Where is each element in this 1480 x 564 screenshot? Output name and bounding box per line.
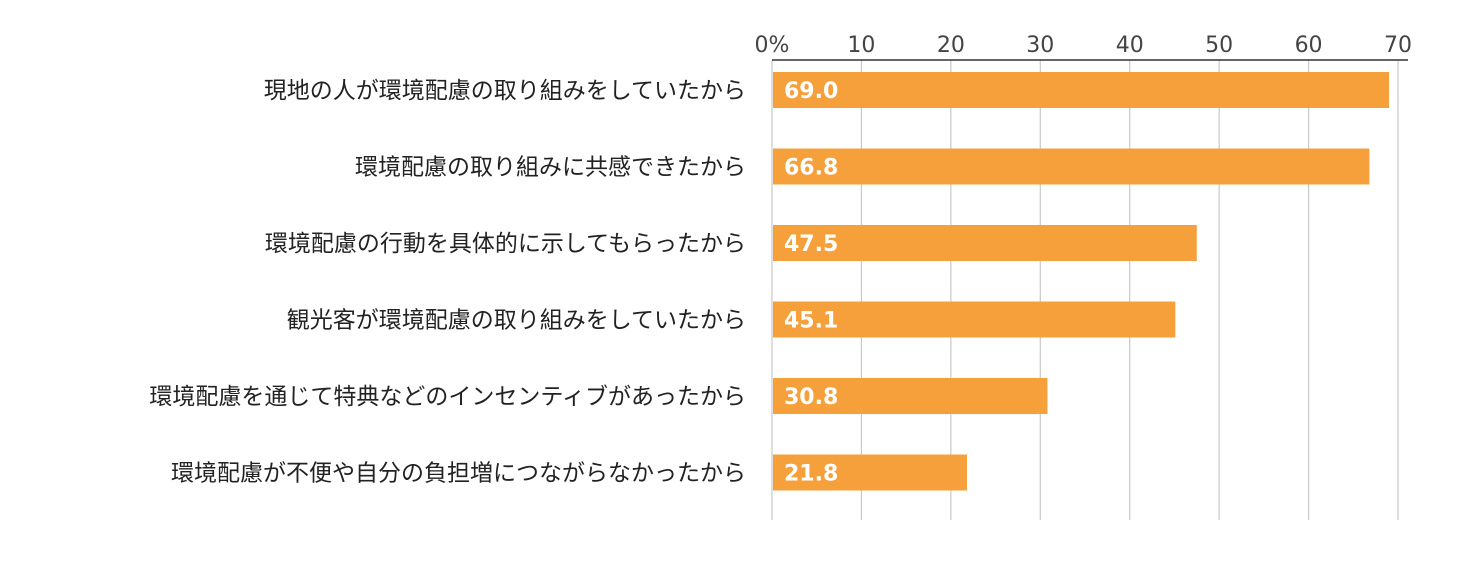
bar-5 (773, 454, 967, 491)
value-label-0: 69.0 (784, 79, 838, 104)
bar-0 (773, 72, 1390, 108)
value-label-3: 45.1 (784, 309, 838, 334)
value-label-4: 30.8 (784, 385, 838, 410)
tick-label-10: 10 (847, 33, 875, 58)
category-label-1: 環境配慮の取り組みに共感できたから (355, 155, 746, 181)
tick-label-50: 50 (1205, 33, 1233, 58)
tick-label-0: 0% (755, 33, 790, 58)
category-label-0: 現地の人が環境配慮の取り組みをしていたから (264, 78, 746, 104)
grid-lines (771, 60, 1399, 520)
bar-2 (773, 225, 1197, 261)
category-label-3: 観光客が環境配慮の取り組みをしていたから (287, 308, 746, 334)
tick-label-20: 20 (937, 33, 965, 58)
tick-label-60: 60 (1295, 33, 1323, 58)
bar-4 (773, 378, 1048, 414)
tick-label-70: 70 (1384, 33, 1412, 58)
value-label-5: 21.8 (784, 462, 838, 487)
labels: 69.0 現地の人が環境配慮の取り組みをしていたから 66.8 環境配慮の取り組みに共… (149, 78, 838, 487)
category-label-5: 環境配慮が不便や自分の負担増につながらなかったから (171, 461, 746, 487)
tick-label-40: 40 (1116, 33, 1144, 58)
value-label-1: 66.8 (784, 156, 838, 181)
bar-1 (773, 148, 1370, 185)
axis: 0% 10 20 30 40 50 60 70 (755, 33, 1412, 61)
tick-label-30: 30 (1026, 33, 1054, 58)
category-label-4: 環境配慮を通じて特典などのインセンティブがあったから (149, 384, 746, 410)
bar-3 (773, 301, 1176, 338)
value-label-2: 47.5 (784, 232, 838, 257)
bars (773, 72, 1390, 491)
category-label-2: 環境配慮の行動を具体的に示してもらったから (265, 231, 746, 257)
